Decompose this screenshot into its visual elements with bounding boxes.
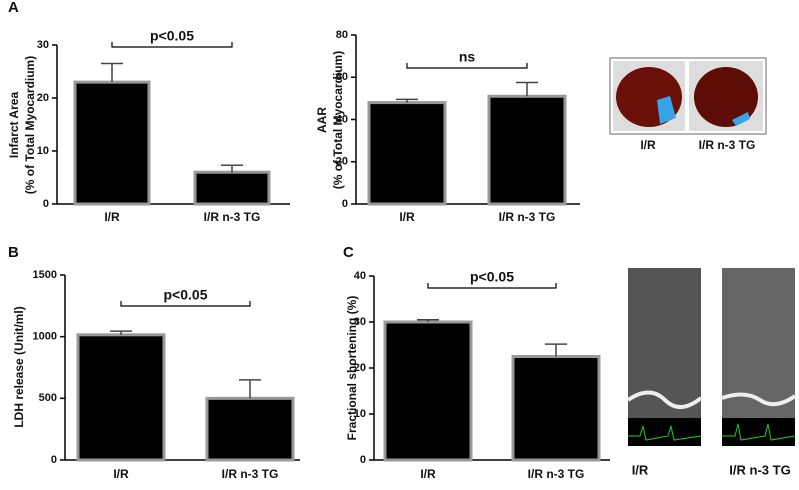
panel-label: B: [8, 244, 19, 261]
panel-label: A: [8, 0, 19, 16]
infarct: [657, 96, 676, 124]
y-axis-label: LDH release (Unit/ml): [12, 306, 26, 427]
annotation: p<0.05: [164, 287, 208, 303]
y-tick-label: 40: [336, 113, 348, 125]
x-tick-label: I/R: [113, 467, 129, 481]
y-tick-label: 20: [336, 156, 348, 168]
bar: [487, 94, 567, 206]
y-tick-label: 60: [336, 71, 348, 83]
x-tick-label: I/R: [104, 210, 120, 224]
y-tick-label: 0: [360, 454, 366, 466]
y-axis-label: Fractional shortening (%): [345, 296, 359, 441]
bar: [73, 80, 151, 206]
significance-bracket: [427, 283, 557, 289]
x-tick-label: I/R: [420, 467, 436, 481]
bar: [383, 320, 473, 462]
heart-photos: I/R I/R n-3 TG: [609, 57, 767, 152]
x-tick-label: I/R n-3 TG: [499, 210, 556, 224]
panel-label: C: [343, 244, 354, 261]
ecg-trace: [722, 423, 796, 441]
y-tick-label: 0: [342, 198, 348, 210]
y-tick-label: 1000: [33, 331, 57, 343]
image-label: I/R n-3 TG: [699, 138, 756, 152]
bar: [205, 396, 295, 462]
bar: [76, 333, 166, 462]
ecg-trace: [628, 425, 702, 441]
x-tick-label: I/R n-3 TG: [528, 467, 585, 481]
image-label: I/R: [640, 138, 656, 152]
y-tick-label: 10: [354, 408, 366, 420]
bar: [193, 170, 271, 206]
heart: [694, 67, 758, 127]
y-tick-label: 10: [37, 145, 49, 157]
y-axis-label: (% of Total Myocardium): [331, 51, 345, 189]
x-tick-label: I/R n-3 TG: [222, 467, 279, 481]
y-axis-label: AAR: [315, 107, 329, 133]
y-tick-label: 30: [354, 316, 366, 328]
significance-bracket: [406, 63, 528, 69]
y-axis-label: (% of Total Myocardium): [23, 56, 37, 194]
annotation: ns: [459, 49, 476, 65]
annotation: p<0.05: [150, 28, 194, 44]
bar: [511, 355, 601, 462]
y-tick-label: 0: [43, 198, 49, 210]
y-tick-label: 20: [354, 362, 366, 374]
ecg: [628, 418, 701, 446]
annotation: p<0.05: [470, 269, 514, 285]
significance-bracket: [111, 42, 233, 48]
y-tick-label: 1500: [33, 269, 57, 281]
significance-bracket: [120, 301, 251, 307]
x-tick-label: I/R: [399, 210, 415, 224]
y-tick-label: 500: [39, 392, 57, 404]
bar: [367, 101, 447, 206]
echo-wall: [626, 390, 703, 409]
echo-images: I/R I/R n-3 TG: [626, 268, 797, 477]
x-tick-label: I/R n-3 TG: [204, 210, 261, 224]
y-tick-label: 20: [37, 92, 49, 104]
y-tick-label: 30: [37, 39, 49, 51]
y-axis-label: Infarct Area: [7, 92, 21, 159]
echo-wall: [721, 392, 797, 407]
y-tick-label: 0: [51, 454, 57, 466]
image-label: I/R: [632, 462, 649, 477]
ecg: [722, 418, 795, 446]
y-tick-label: 40: [354, 270, 366, 282]
y-tick-label: 80: [336, 29, 348, 41]
infarct: [732, 112, 750, 126]
image-label: I/R n-3 TG: [729, 462, 790, 477]
